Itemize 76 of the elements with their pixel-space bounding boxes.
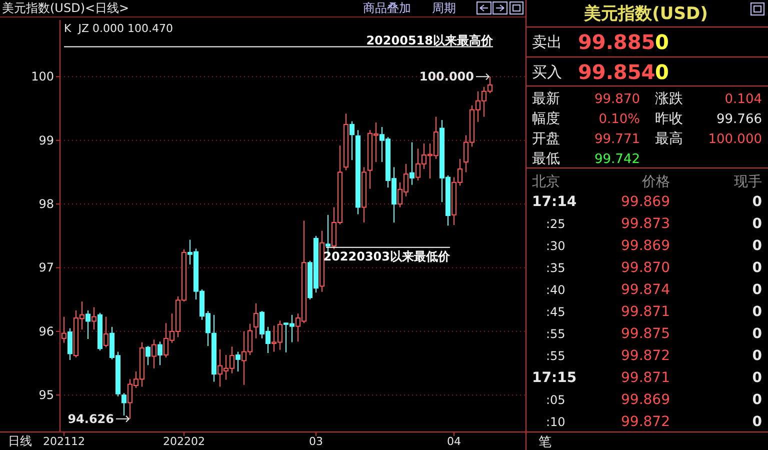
text: 99.869 [621,392,670,408]
text: 0 [752,414,762,430]
text: 周期 [432,1,456,15]
text: 99.871 [621,304,670,320]
text: 0 [655,30,669,54]
text: 开盘 [532,131,560,147]
text: 0 [752,194,762,210]
text: 美元指数(USD) [583,4,708,24]
text: 幅度 [532,111,560,127]
text: 99.771 [594,132,640,147]
text: 最低 [532,151,560,167]
text: 99.869 [621,238,670,254]
text: 99.869 [621,194,670,210]
text: 0 [752,348,762,364]
text: 0 [752,326,762,342]
ref-line-label: 20200518以来最高价 [366,34,494,48]
text: 0 [752,282,762,298]
text: :55 [546,349,566,363]
text: 涨跌 [655,91,683,107]
text: 商品叠加 [363,1,411,15]
annotation: 100.000 [419,70,474,84]
text: 0 [752,216,762,232]
text: 99.872 [621,414,670,430]
text: 0 [752,370,762,386]
text: 17:14 [532,194,577,210]
y-tick-label: 100 [31,70,54,84]
text: 99.766 [716,112,762,127]
text: 北京 [532,174,560,190]
text: :55 [546,327,566,341]
y-tick-label: 96 [38,324,54,338]
text: 99.870 [621,260,670,276]
text: 0 [655,60,669,84]
text: 17:15 [532,370,577,386]
y-tick-label: 95 [38,388,54,402]
text: 99.872 [621,348,670,364]
text: :45 [546,305,566,319]
text: 0 [752,304,762,320]
text: 笔 [538,435,552,450]
chart-subtitle: K JZ 0.000 100.470 [64,22,173,35]
text: 0.10% [598,112,640,127]
text: 0 [752,238,762,254]
text: :05 [546,393,566,407]
chart-title: 美元指数(USD)<日线> [2,1,130,15]
y-tick-label: 97 [38,260,54,275]
text: 最高 [655,131,683,147]
annotation: 94.626 [68,412,114,426]
text: 价格 [641,174,670,190]
text: :10 [546,415,566,429]
text: 99.871 [621,370,670,386]
text: 日线 [8,434,32,448]
text: 现手 [734,174,762,190]
text: 0 [752,260,762,276]
text: :30 [546,239,566,253]
text: 99.875 [621,326,670,342]
text: 买入 [532,63,562,81]
text: 99.870 [594,92,640,107]
text: :25 [546,217,566,231]
text: 99.742 [594,152,640,167]
text: 0.104 [724,92,762,107]
x-tick-label: 04 [447,435,461,448]
text: :35 [546,261,566,275]
text: 99.873 [621,216,670,232]
text: 100.000 [708,132,762,147]
text: 99.854 [578,60,656,84]
text: 卖出 [532,33,562,51]
text: 0 [752,392,762,408]
x-tick-label: 202112 [43,435,85,448]
text: 昨收 [655,111,683,127]
text: 99.885 [578,30,656,54]
y-tick-label: 98 [38,197,54,212]
x-tick-label: 202202 [163,435,205,448]
text: :40 [546,283,566,297]
y-tick-label: 99 [38,133,54,148]
text: 最新 [532,91,560,107]
x-tick-label: 03 [309,435,323,448]
text: 99.874 [621,282,670,298]
